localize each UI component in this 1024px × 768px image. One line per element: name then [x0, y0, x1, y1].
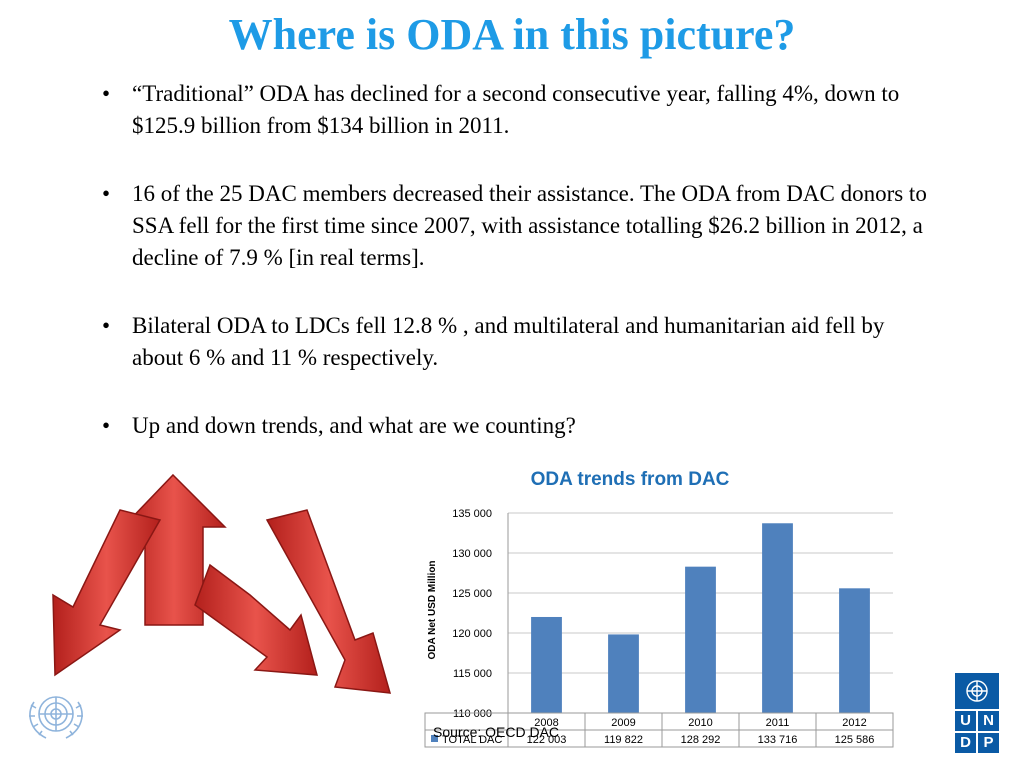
- data-label: 119 822: [604, 734, 643, 746]
- x-tick-label: 2009: [611, 717, 635, 729]
- long-down-right-arrow-icon: [265, 509, 392, 694]
- oda-bar-chart: ODA trends from DAC ODA Net USD Million …: [424, 469, 894, 748]
- bullet-item: • Up and down trends, and what are we cou…: [100, 410, 940, 442]
- y-tick-label: 110 000: [453, 708, 492, 720]
- bullet-dot: •: [102, 181, 111, 206]
- slide-title: Where is ODA in this picture?: [228, 10, 796, 59]
- x-tick-label: 2012: [842, 717, 866, 729]
- chart-y-axis-label: ODA Net USD Million: [427, 560, 438, 659]
- chart-y-ticks: 110 000 115 000 120 000 125 000 130 000 135 0…: [452, 508, 492, 720]
- x-tick-label: 2011: [766, 717, 790, 729]
- chart-bar: [762, 523, 793, 713]
- y-tick-label: 120 000: [452, 628, 492, 640]
- bullet-list: • “Traditional” ODA has declined for a se…: [100, 78, 940, 478]
- undp-logo: U N D P: [955, 673, 999, 753]
- y-tick-label: 135 000: [452, 508, 492, 520]
- source-note: Source: OECD DAC: [433, 724, 560, 740]
- data-label: 122 003: [527, 734, 567, 746]
- red-arrows-graphic: [52, 473, 392, 694]
- chart-bar: [531, 616, 562, 713]
- data-label: 125 586: [835, 734, 875, 746]
- bullet-dot: •: [102, 313, 111, 338]
- legend-swatch: [431, 735, 438, 742]
- down-left-arrow-icon: [52, 509, 162, 677]
- bullet-item: • Bilateral ODA to LDCs fell 12.8 % , and…: [100, 310, 940, 374]
- chart-bar: [839, 588, 870, 713]
- x-tick-label: 2010: [688, 717, 712, 729]
- bullet-text: Bilateral ODA to LDCs fell 12.8 % , and …: [132, 313, 885, 370]
- down-right-arrow-icon: [194, 563, 318, 676]
- chart-bar: [608, 634, 639, 713]
- y-tick-label: 125 000: [452, 588, 492, 600]
- x-tick-label: 2008: [534, 717, 558, 729]
- bullet-text: “Traditional” ODA has declined for a sec…: [132, 81, 900, 138]
- data-label: 133 716: [758, 734, 798, 746]
- bullet-item: • 16 of the 25 DAC members decreased thei…: [100, 178, 940, 274]
- chart-data-table: 2008 122 003 2009 119 822 2010 128 292 2011 133…: [424, 712, 894, 748]
- bullet-text: 16 of the 25 DAC members decreased their…: [132, 181, 927, 270]
- undp-letter: P: [978, 733, 999, 753]
- undp-letter: D: [955, 733, 976, 753]
- undp-letter: U: [955, 711, 976, 731]
- data-label: 128 292: [681, 734, 721, 746]
- bullet-item: • “Traditional” ODA has declined for a se…: [100, 78, 940, 142]
- undp-globe-icon: [955, 673, 999, 709]
- y-tick-label: 115 000: [453, 668, 492, 680]
- bullet-text: Up and down trends, and what are we coun…: [132, 413, 576, 438]
- y-tick-label: 130 000: [452, 548, 492, 560]
- legend-label: TOTAL DAC: [442, 734, 502, 746]
- chart-bars: [531, 523, 870, 713]
- undp-letter: N: [978, 711, 999, 731]
- un-emblem-icon: [29, 696, 83, 739]
- bullet-dot: •: [102, 81, 111, 106]
- chart-bar: [685, 566, 716, 713]
- chart-title: ODA trends from DAC: [531, 469, 730, 490]
- bullet-dot: •: [102, 413, 111, 438]
